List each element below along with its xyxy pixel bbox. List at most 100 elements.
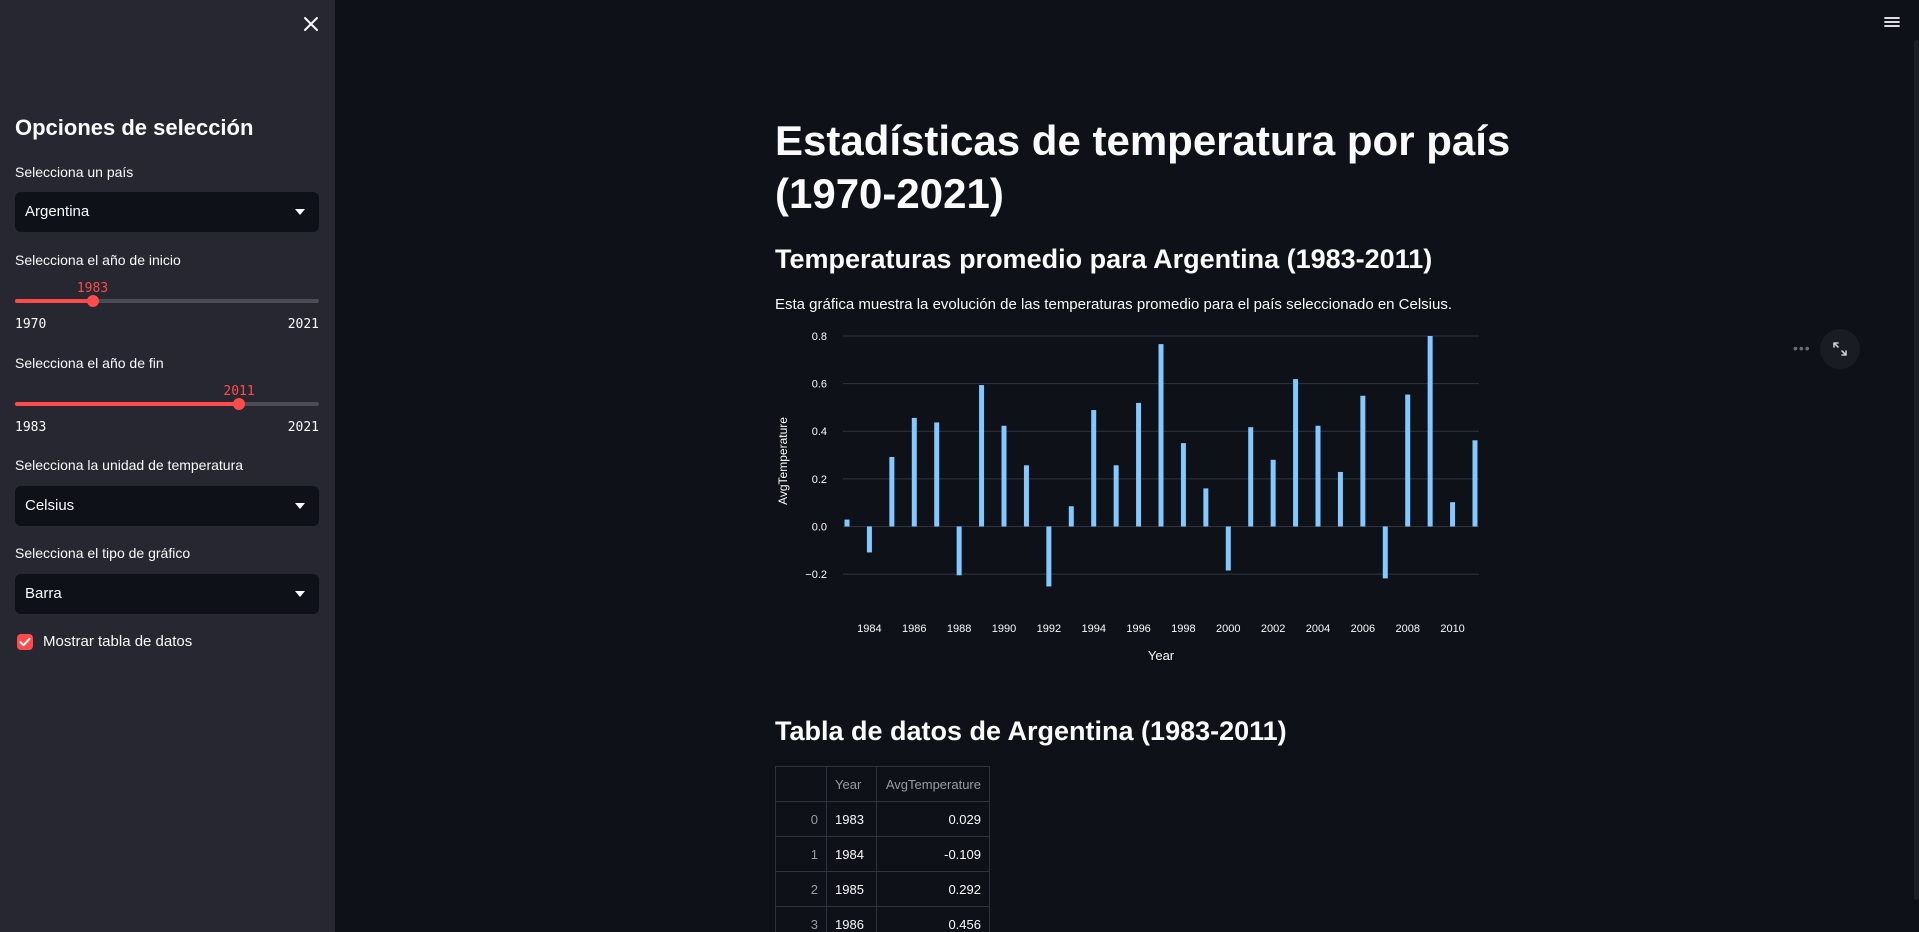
chart-bar[interactable] (1337, 471, 1343, 527)
slider-thumb[interactable] (86, 295, 99, 307)
chart-bar[interactable] (889, 456, 895, 527)
y-tick-label: 0.6 (812, 379, 827, 391)
chart-bar[interactable] (1180, 443, 1186, 527)
chart-more-options-button[interactable]: ••• (1793, 340, 1811, 356)
table-cell-index[interactable]: 2 (775, 871, 827, 907)
table-cell-index[interactable]: 1 (775, 836, 827, 872)
table-row: 3 1986 0.456 (775, 906, 990, 932)
slider-value: 2011 (223, 384, 255, 399)
chart-bar[interactable] (1382, 526, 1388, 579)
chart-bar[interactable] (911, 417, 917, 527)
slider-min: 1983 (15, 420, 47, 435)
slider-min: 1970 (15, 317, 47, 332)
table-cell-year[interactable]: 1984 (826, 836, 877, 872)
x-tick-label: 2004 (1306, 623, 1330, 635)
start-year-label: Selecciona el año de inicio (15, 252, 181, 268)
country-select-value: Argentina (25, 203, 90, 220)
table-header-index[interactable] (775, 766, 827, 802)
table-cell-index[interactable]: 0 (775, 801, 827, 837)
table-header-avgtemperature[interactable]: AvgTemperature (876, 766, 990, 802)
table-header-year[interactable]: Year (826, 766, 877, 802)
chart-bar[interactable] (1203, 488, 1209, 527)
table-row: 2 1985 0.292 (775, 871, 990, 907)
slider-track[interactable] (15, 299, 319, 303)
chart-bar[interactable] (1158, 344, 1164, 527)
temperature-bar-chart[interactable]: −0.2 0.0 0.2 0.4 0.6 0.8 1984 1986 1988 1990 1992 1… (775, 324, 1511, 672)
table-cell-avgtemperature[interactable]: 0.029 (876, 801, 990, 837)
close-sidebar-button[interactable] (299, 12, 323, 36)
y-tick-label: 0.8 (812, 331, 827, 343)
chart-bar[interactable] (1248, 427, 1254, 527)
chart-bar[interactable] (1136, 402, 1142, 527)
chevron-down-icon (295, 591, 305, 597)
chart-bar[interactable] (1023, 465, 1029, 527)
table-cell-avgtemperature[interactable]: 0.456 (876, 906, 990, 932)
chart-type-select[interactable]: Barra (15, 574, 319, 614)
chart-bar[interactable] (1315, 425, 1321, 527)
data-table[interactable]: Year AvgTemperature 0 1983 0.029 1 1984 … (775, 766, 990, 932)
chevron-down-icon (295, 209, 305, 215)
chart-bar[interactable] (1068, 506, 1074, 527)
chart-bar[interactable] (1270, 459, 1276, 527)
start-year-slider[interactable]: 1983 (15, 281, 319, 321)
unit-select[interactable]: Celsius (15, 486, 319, 526)
chart-bar[interactable] (1427, 336, 1433, 527)
table-cell-year[interactable]: 1983 (826, 801, 877, 837)
main-menu-button[interactable] (1881, 12, 1903, 32)
chart-bar[interactable] (934, 422, 940, 527)
chart-type-select-value: Barra (25, 585, 62, 602)
y-axis-label: AvgTemperature (776, 417, 790, 505)
chart-bar[interactable] (1405, 394, 1411, 527)
table-cell-year[interactable]: 1985 (826, 871, 877, 907)
chart-bar[interactable] (1091, 410, 1097, 527)
expand-icon (1833, 342, 1847, 356)
chart-container: −0.2 0.0 0.2 0.4 0.6 0.8 1984 1986 1988 1990 1992 1… (775, 324, 1511, 672)
scrollbar[interactable] (1914, 40, 1919, 900)
check-icon (19, 637, 31, 647)
x-tick-label: 1994 (1081, 623, 1105, 635)
chart-bar[interactable] (979, 385, 985, 527)
chart-bar[interactable] (1046, 526, 1052, 587)
chart-bar[interactable] (1293, 379, 1299, 527)
slider-value: 1983 (76, 281, 109, 296)
slider-thumb[interactable] (233, 398, 246, 410)
x-tick-label: 2010 (1440, 623, 1464, 635)
y-tick-label: 0.4 (812, 426, 827, 438)
chart-bar[interactable] (1225, 526, 1231, 571)
table-cell-avgtemperature[interactable]: 0.292 (876, 871, 990, 907)
start-year-range: 1970 2021 (15, 317, 319, 332)
chevron-down-icon (295, 503, 305, 509)
end-year-slider[interactable]: 2011 (15, 384, 319, 424)
fullscreen-button[interactable] (1820, 329, 1860, 369)
country-select[interactable]: Argentina (15, 192, 319, 232)
sidebar-title: Opciones de selección (15, 115, 254, 140)
chart-bar[interactable] (1360, 395, 1366, 527)
slider-fill (15, 299, 93, 303)
x-tick-label: 1988 (947, 623, 971, 635)
x-tick-label: 1996 (1126, 623, 1150, 635)
chart-bar[interactable] (844, 519, 850, 527)
chart-bar[interactable] (1450, 502, 1456, 527)
end-year-range: 1983 2021 (15, 420, 319, 435)
main-content: Estadísticas de temperatura por país (19… (335, 0, 1919, 932)
hamburger-menu-icon (1884, 17, 1900, 27)
slider-max: 2021 (287, 420, 319, 435)
x-tick-label: 1990 (992, 623, 1016, 635)
chart-bar[interactable] (1472, 440, 1478, 527)
chart-bar[interactable] (1001, 425, 1007, 527)
chart-bar[interactable] (956, 526, 962, 576)
table-cell-year[interactable]: 1986 (826, 906, 877, 932)
show-table-checkbox[interactable] (17, 634, 33, 650)
table-cell-index[interactable]: 3 (775, 906, 827, 932)
x-tick-label: 2000 (1216, 623, 1240, 635)
chart-heading: Temperaturas promedio para Argentina (19… (775, 244, 1433, 274)
chart-type-label: Selecciona el tipo de gráfico (15, 545, 191, 561)
slider-max: 2021 (287, 317, 319, 332)
chart-bar[interactable] (1113, 465, 1119, 527)
x-tick-label: 1992 (1037, 623, 1061, 635)
x-tick-label: 2006 (1351, 623, 1375, 635)
unit-label: Selecciona la unidad de temperatura (15, 457, 244, 473)
table-cell-avgtemperature[interactable]: -0.109 (876, 836, 990, 872)
chart-bar[interactable] (866, 526, 872, 553)
